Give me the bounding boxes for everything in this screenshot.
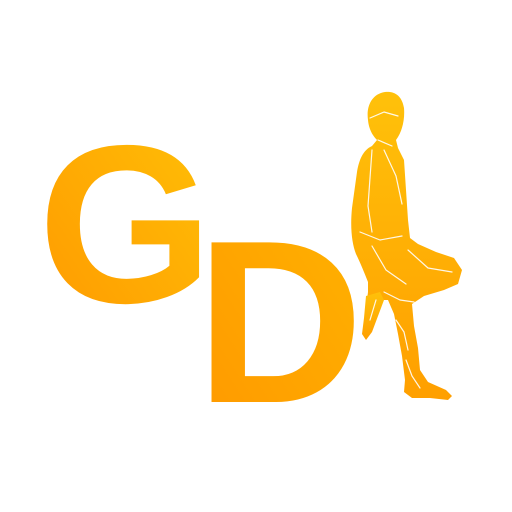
- logo-letter-d: D: [196, 193, 364, 452]
- logo-letter-g: G: [38, 98, 213, 350]
- standing-person-icon: [351, 91, 462, 400]
